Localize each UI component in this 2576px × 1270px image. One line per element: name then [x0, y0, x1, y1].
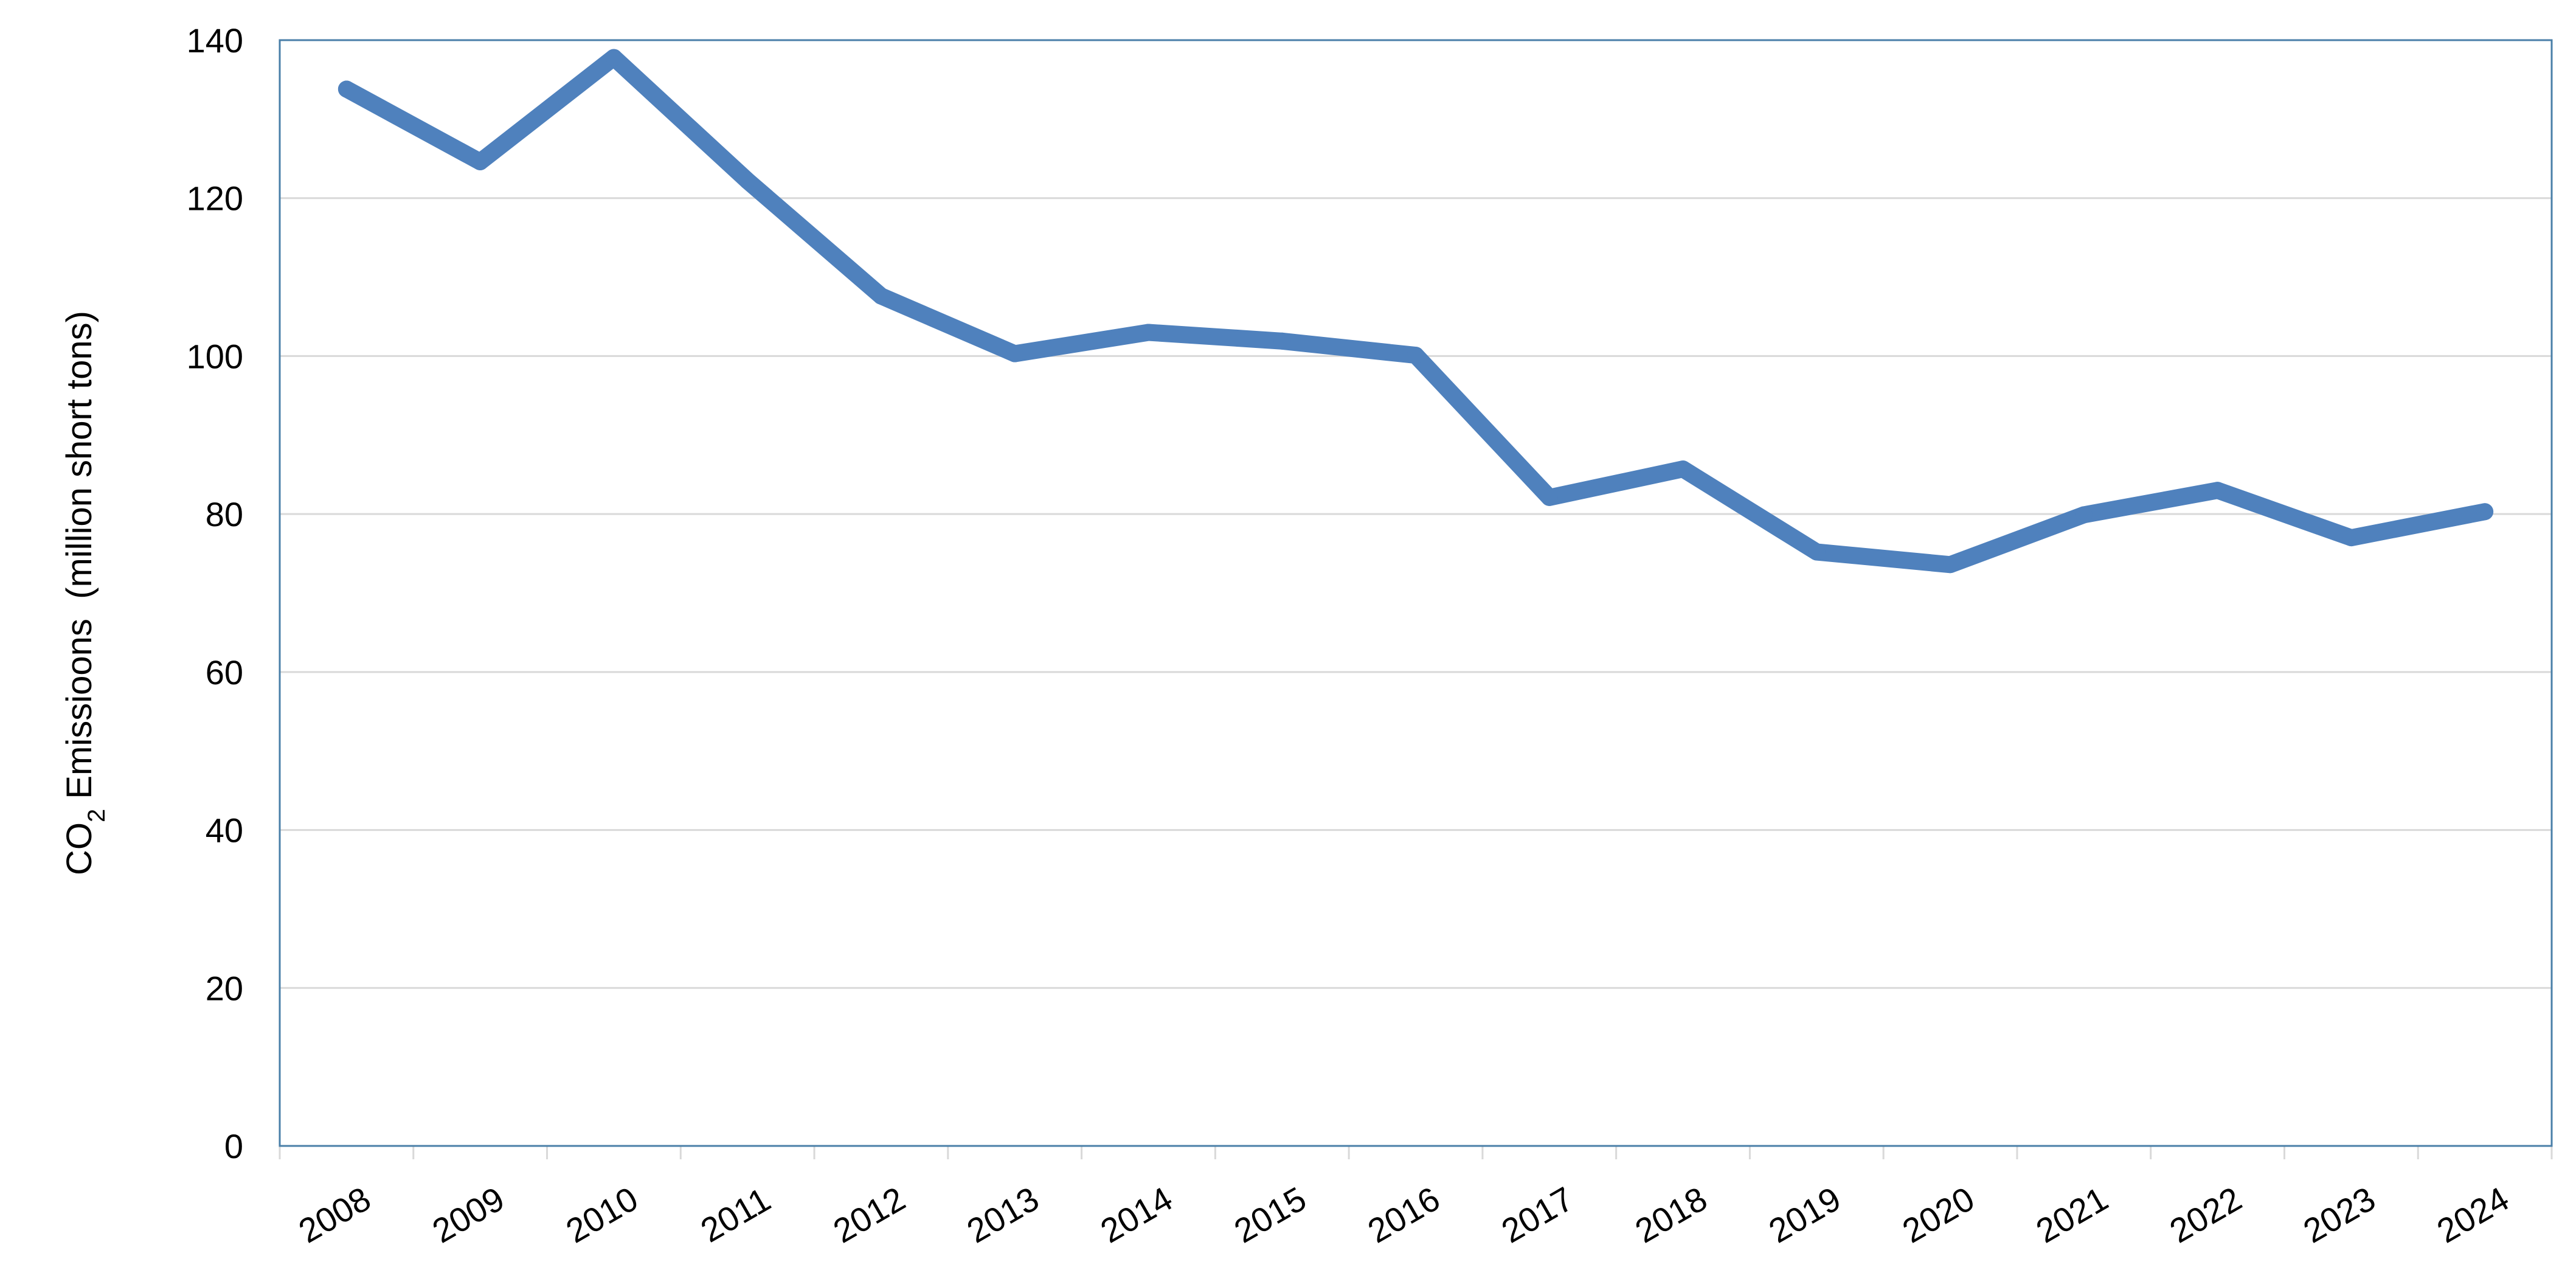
data-point-2022: [2209, 482, 2226, 499]
x-tick-label: 2019: [1762, 1179, 1847, 1251]
x-tick-label: 2022: [2163, 1179, 2248, 1251]
y-axis-title-subscript: 2: [83, 809, 110, 822]
data-point-2019: [1808, 543, 1826, 561]
series-line-0: [338, 49, 2494, 574]
data-point-2016: [1407, 347, 1424, 364]
data-point-2021: [2075, 506, 2093, 524]
y-tick-label: 140: [187, 21, 243, 60]
x-tick-label: 2013: [960, 1179, 1045, 1251]
data-point-2013: [1006, 345, 1023, 363]
x-tick-label: 2008: [292, 1179, 376, 1251]
data-point-2024: [2476, 503, 2494, 521]
x-tick-label: 2009: [426, 1179, 510, 1251]
data-point-2020: [1942, 556, 1959, 574]
x-tick-label: 2016: [1362, 1179, 1446, 1251]
gridlines: [280, 197, 2552, 989]
y-tick-label: 100: [187, 337, 243, 375]
y-axis-title: CO2 Emissioons (million short tons): [60, 311, 110, 875]
data-point-2009: [471, 153, 489, 170]
x-axis-tick-labels: 2008 2009 2010 2011 2012 2013 2014 2015 2016 2017…: [292, 1179, 2515, 1251]
x-tick-label: 2020: [1896, 1179, 1981, 1251]
data-point-2014: [1140, 324, 1157, 341]
data-point-2011: [739, 172, 757, 190]
series-layer: [338, 49, 2494, 574]
data-point-2010: [605, 49, 623, 66]
data-point-2015: [1273, 332, 1291, 350]
y-tick-label: 60: [206, 653, 243, 692]
y-axis-tick-labels: 0 20 40 60 80 100 120 140: [187, 21, 243, 1165]
x-tick-label: 2011: [694, 1180, 777, 1250]
data-point-2008: [338, 80, 355, 98]
x-tick-label: 2021: [2029, 1179, 2114, 1251]
y-tick-label: 20: [206, 969, 243, 1007]
x-tick-label: 2017: [1495, 1179, 1579, 1251]
x-tick-label: 2023: [2297, 1179, 2381, 1251]
x-tick-label: 2014: [1094, 1179, 1179, 1251]
y-axis-title-prefix: CO: [60, 822, 99, 875]
x-tick-label: 2018: [1629, 1179, 1713, 1251]
y-tick-label: 80: [206, 495, 243, 533]
y-tick-label: 0: [224, 1127, 243, 1165]
y-tick-label: 40: [206, 811, 243, 850]
data-point-2023: [2342, 529, 2360, 547]
x-tick-label: 2024: [2431, 1179, 2515, 1251]
plot-area-border: [279, 39, 2553, 1147]
x-axis-ticks: [279, 1146, 2553, 1159]
data-point-2012: [872, 287, 890, 305]
x-tick-label: 2010: [559, 1179, 644, 1251]
data-point-2017: [1540, 488, 1558, 506]
data-point-2018: [1674, 460, 1692, 478]
x-tick-label: 2015: [1228, 1179, 1312, 1251]
y-tick-label: 120: [187, 179, 243, 218]
x-tick-label: 2012: [826, 1179, 911, 1251]
y-axis-title-suffix: Emissioons (million short tons): [60, 311, 99, 809]
